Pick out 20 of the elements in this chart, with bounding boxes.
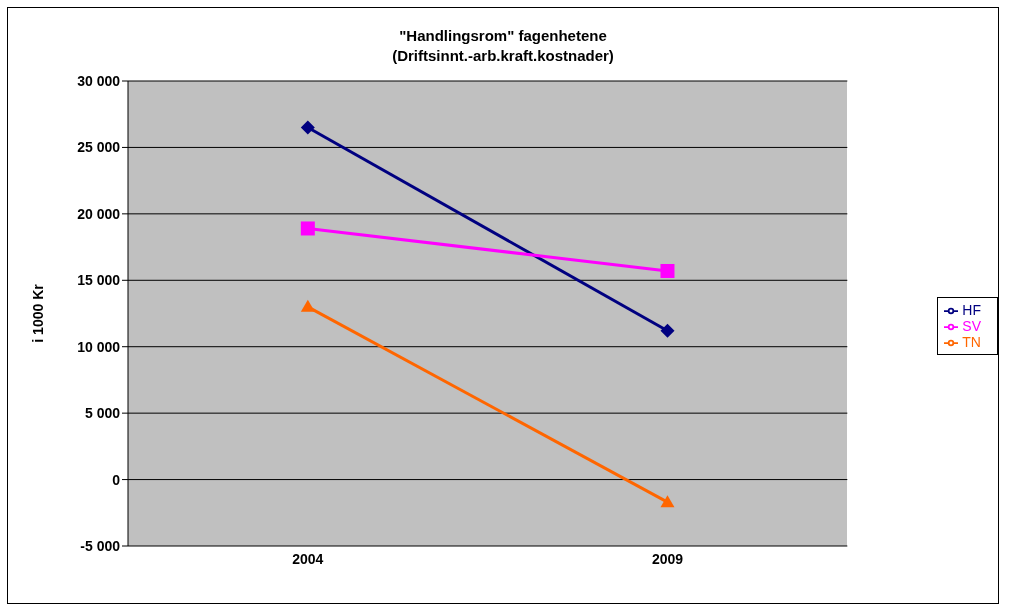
- point: [300, 221, 315, 236]
- y-tick-label: 25 000: [77, 139, 121, 156]
- point: [300, 120, 315, 135]
- chart-title: "Handlingsrom" fagenhetene: [398, 26, 608, 46]
- y-tick-label: 30 000: [77, 72, 121, 89]
- legend-label: TN: [962, 334, 981, 351]
- y-tick-label: 15 000: [77, 272, 121, 289]
- legend-label: SV: [962, 317, 981, 334]
- y-tick-label: 10 000: [77, 338, 121, 355]
- y-tick-label: 0: [112, 471, 121, 488]
- point: [660, 263, 675, 278]
- y-tick-label: 5 000: [84, 405, 121, 422]
- y-tick-label: -5 000: [80, 537, 121, 554]
- point: [660, 323, 675, 338]
- chart-subtitle: (Driftsinnt.-arb.kraft.kostnader): [391, 46, 615, 66]
- x-tick-label: 2009: [651, 550, 684, 567]
- y-axis-title: i 1000 Kr: [29, 283, 46, 343]
- x-tick-label: 2004: [292, 550, 324, 567]
- y-tick-label: 20 000: [77, 205, 121, 222]
- legend-label: HF: [962, 301, 981, 318]
